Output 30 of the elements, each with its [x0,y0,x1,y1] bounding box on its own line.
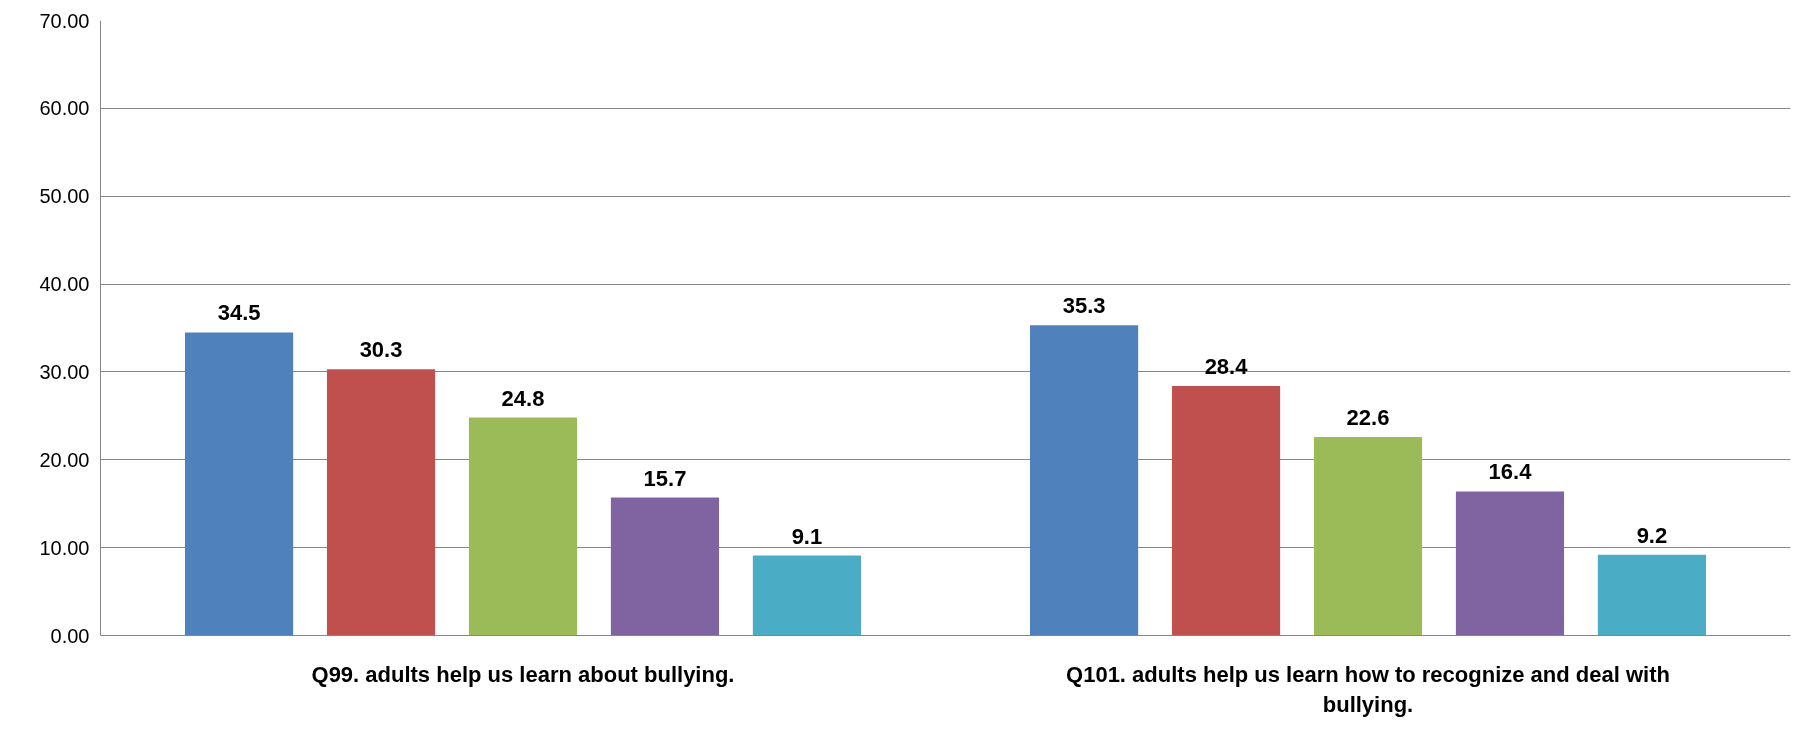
bar [326,369,436,636]
bar [1030,325,1139,636]
x-tick-label: Q99. adults help us learn about bullying. [311,661,735,687]
y-tick-label: 50.00 [39,185,90,208]
data-label: 28.4 [1204,353,1249,379]
y-tick-label: 30.00 [39,360,90,383]
bar [468,417,578,636]
bar [185,332,294,636]
data-label: 24.8 [501,385,545,411]
data-label: 15.7 [643,465,687,491]
bar [752,555,861,636]
bar [1597,554,1706,636]
y-tick-label: 60.00 [39,97,90,120]
data-label: 9.2 [1636,522,1668,548]
y-tick-label: 40.00 [39,273,90,296]
bar [1455,491,1565,636]
bar [610,497,720,636]
data-label: 30.3 [359,337,403,363]
bar [1171,385,1281,636]
y-tick-label: 10.00 [39,536,90,559]
data-label: 34.5 [217,300,261,326]
data-label: 35.3 [1062,293,1106,319]
x-tick-label: Q101. adults help us learn how to recognize and deal with bullying. [1066,661,1670,717]
y-tick-label: 70.00 [39,9,90,32]
data-label: 22.6 [1346,404,1390,430]
y-tick-label: 0.00 [50,624,90,647]
bar [1313,436,1423,636]
y-tick-label: 20.00 [39,448,90,471]
data-label: 16.4 [1488,459,1533,485]
data-label: 9.1 [791,523,823,549]
